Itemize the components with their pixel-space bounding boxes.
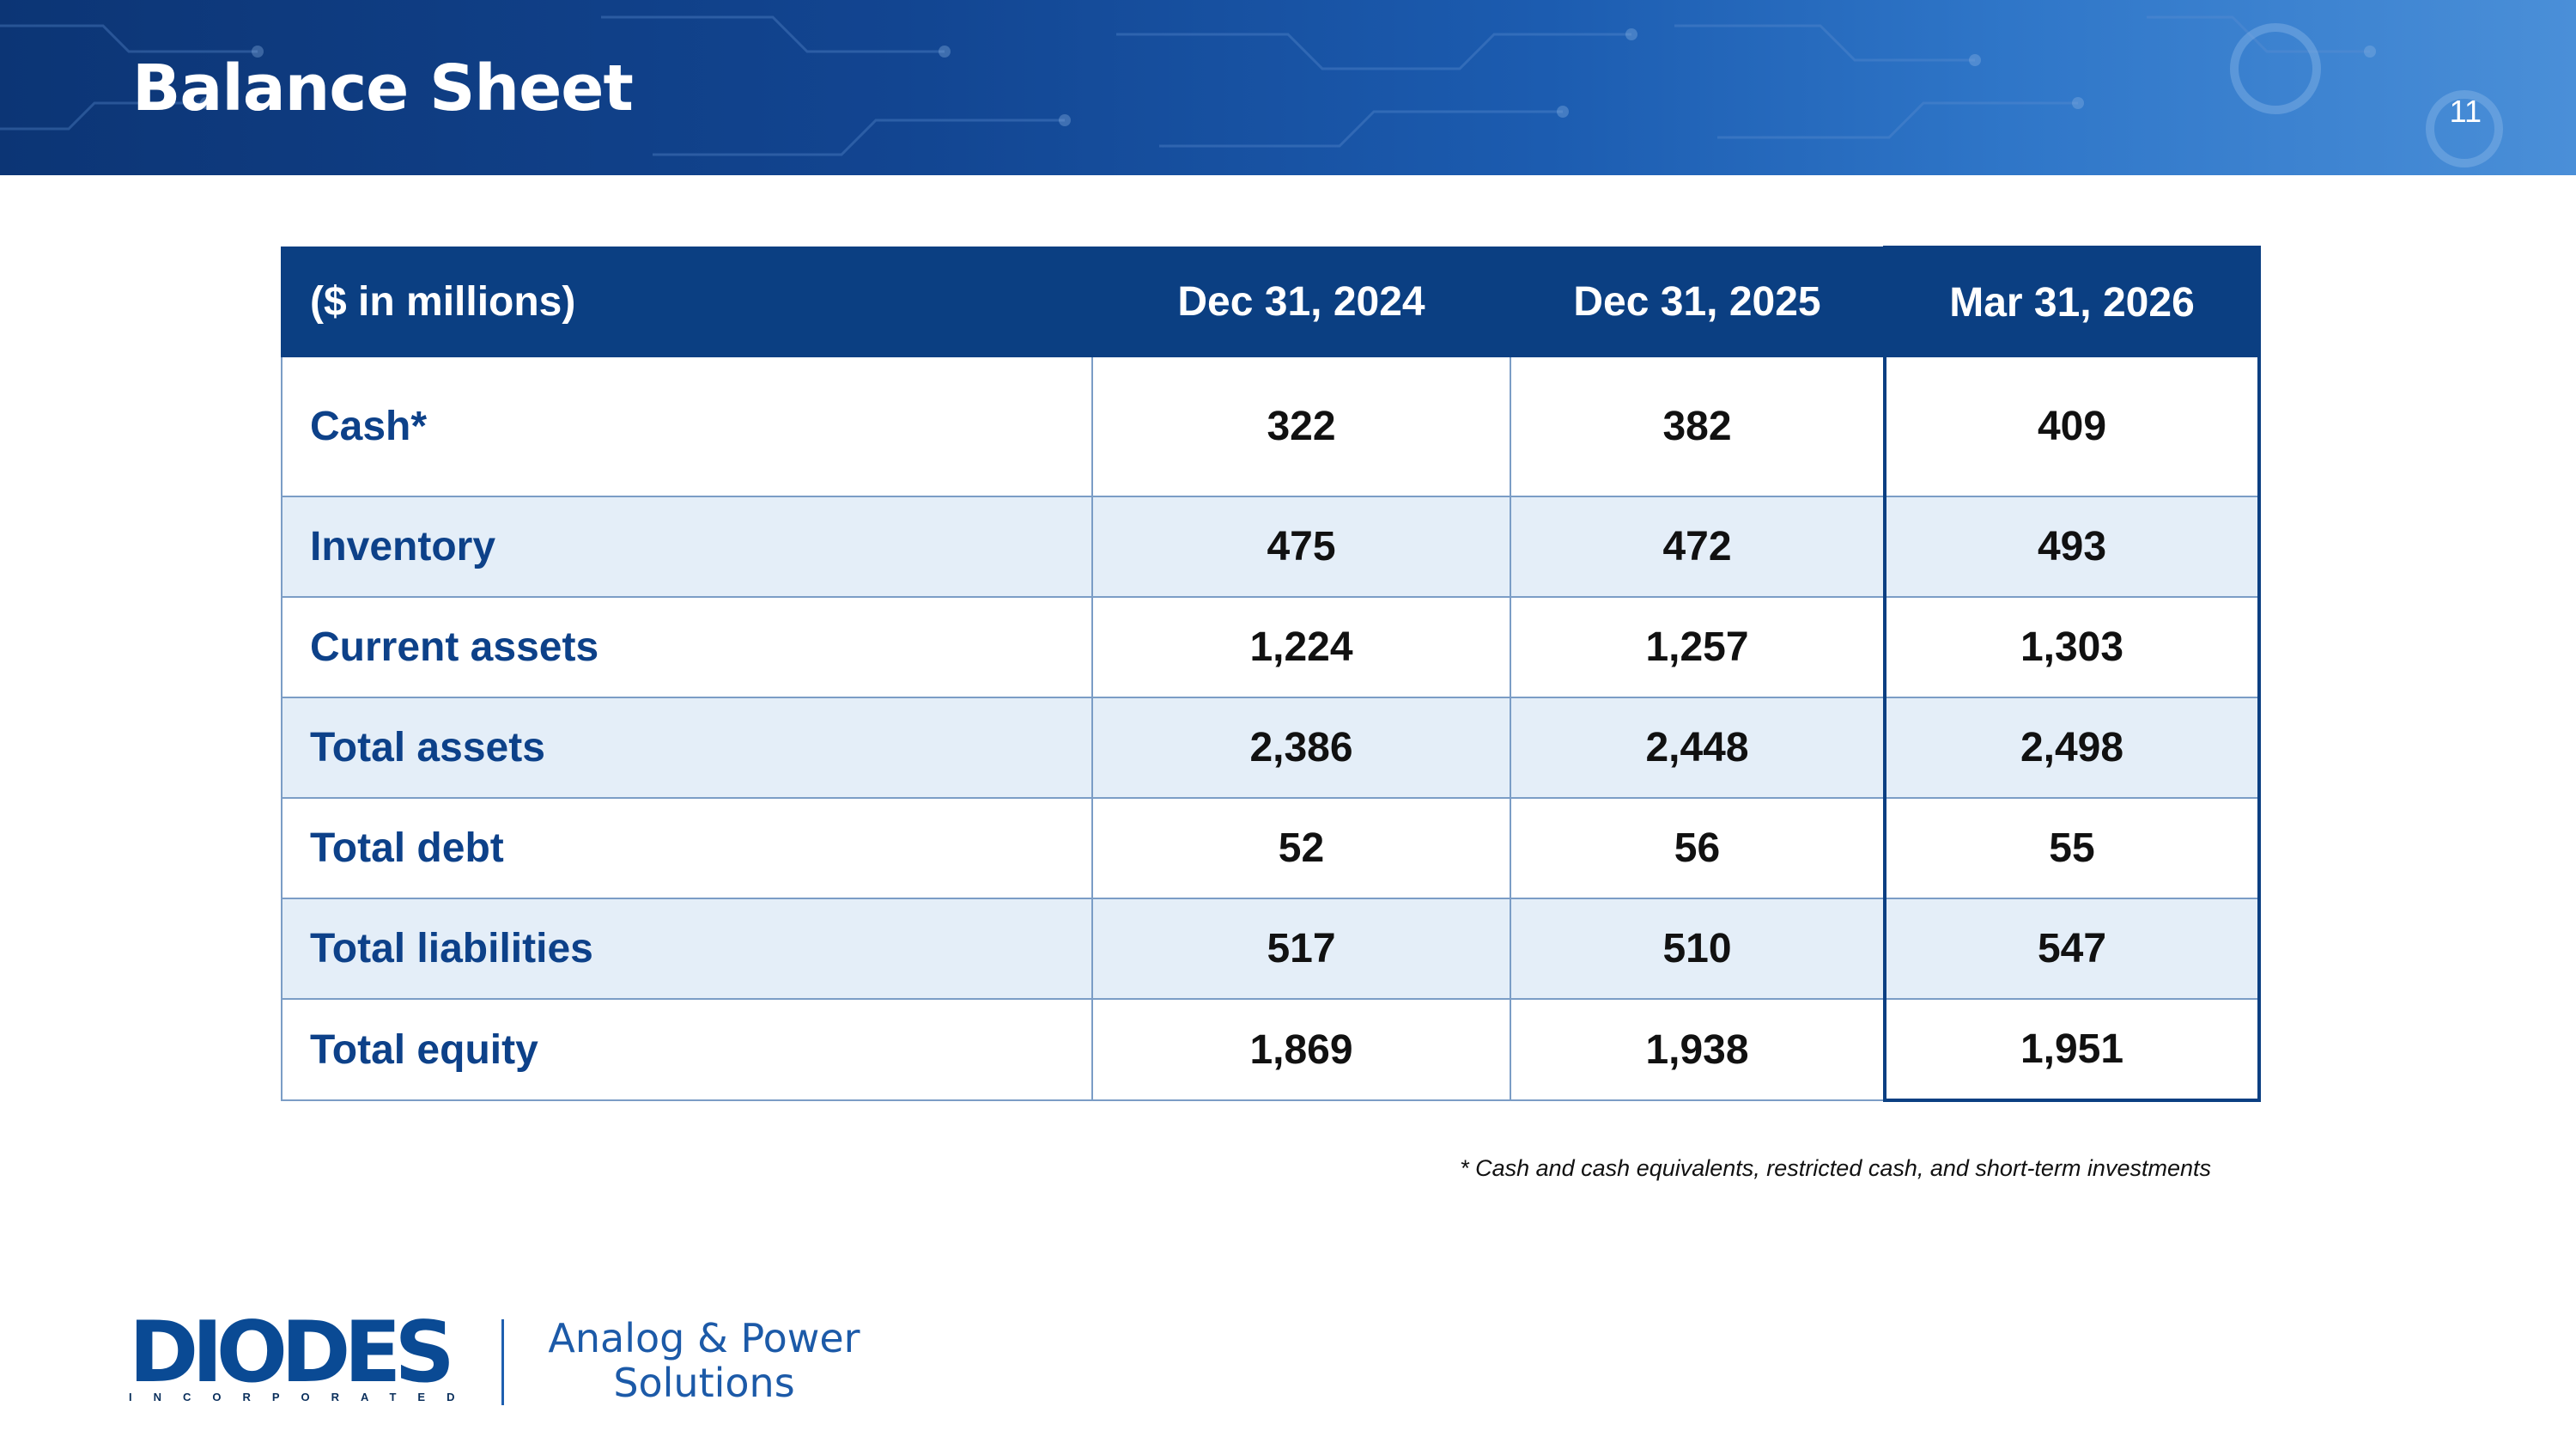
cell-value: 1,938 (1510, 998, 1886, 1101)
cell-value: 1,257 (1510, 596, 1886, 698)
cell-value: 517 (1091, 898, 1511, 1000)
cell-value-highlighted: 55 (1883, 797, 2261, 899)
table-row-current-assets: Current assets 1,224 1,257 1,303 (281, 596, 2261, 698)
row-label: Total debt (281, 797, 1093, 899)
page-title: Balance Sheet (132, 52, 634, 125)
cell-value: 510 (1510, 898, 1886, 1000)
cell-value: 52 (1091, 797, 1511, 899)
logo-tagline: Analog & Power Solutions (524, 1316, 884, 1405)
row-label: Total liabilities (281, 898, 1093, 1000)
table-row-total-debt: Total debt 52 56 55 (281, 797, 2261, 899)
column-header-dec-2025: Dec 31, 2025 (1510, 247, 1886, 357)
table-header-row: ($ in millions) Dec 31, 2024 Dec 31, 202… (281, 246, 2261, 357)
table-row-total-liabilities: Total liabilities 517 510 547 (281, 898, 2261, 1000)
page-number: 11 (2449, 94, 2482, 129)
cell-value: 2,386 (1091, 697, 1511, 799)
table-row-total-equity: Total equity 1,869 1,938 1,951 (281, 998, 2261, 1102)
column-header-units: ($ in millions) (281, 247, 1093, 357)
column-header-dec-2024: Dec 31, 2024 (1091, 247, 1511, 357)
cell-value: 56 (1510, 797, 1886, 899)
cell-value: 322 (1091, 356, 1511, 497)
cell-value: 382 (1510, 356, 1886, 497)
header-banner: Balance Sheet 11 (0, 0, 2576, 175)
cell-value: 2,448 (1510, 697, 1886, 799)
cell-value: 1,869 (1091, 998, 1511, 1101)
circuit-pattern-graphic (0, 15, 2503, 167)
footnote: * Cash and cash equivalents, restricted … (1460, 1155, 2211, 1181)
row-label: Cash* (281, 356, 1093, 497)
table-row-total-assets: Total assets 2,386 2,448 2,498 (281, 697, 2261, 799)
table-row-inventory: Inventory 475 472 493 (281, 496, 2261, 598)
row-label: Total assets (281, 697, 1093, 799)
cell-value: 472 (1510, 496, 1886, 598)
balance-sheet-table: ($ in millions) Dec 31, 2024 Dec 31, 202… (281, 246, 2261, 1102)
logo-divider (501, 1319, 504, 1405)
cell-value: 1,224 (1091, 596, 1511, 698)
logo-subtitle: INCORPORATED (129, 1391, 477, 1403)
column-header-mar-2026: Mar 31, 2026 (1883, 246, 2261, 357)
tagline-line-1: Analog & Power (548, 1315, 860, 1361)
row-label: Total equity (281, 998, 1093, 1101)
tagline-line-2: Solutions (613, 1360, 795, 1406)
cell-value-highlighted: 409 (1883, 356, 2261, 497)
cell-value-highlighted: 493 (1883, 496, 2261, 598)
row-label: Inventory (281, 496, 1093, 598)
table-row-cash: Cash* 322 382 409 (281, 356, 2261, 497)
row-label: Current assets (281, 596, 1093, 698)
cell-value-highlighted: 547 (1883, 898, 2261, 1000)
cell-value-highlighted: 1,951 (1883, 998, 2261, 1102)
logo-wordmark: DIODES (129, 1304, 455, 1402)
cell-value-highlighted: 2,498 (1883, 697, 2261, 799)
cell-value-highlighted: 1,303 (1883, 596, 2261, 698)
cell-value: 475 (1091, 496, 1511, 598)
